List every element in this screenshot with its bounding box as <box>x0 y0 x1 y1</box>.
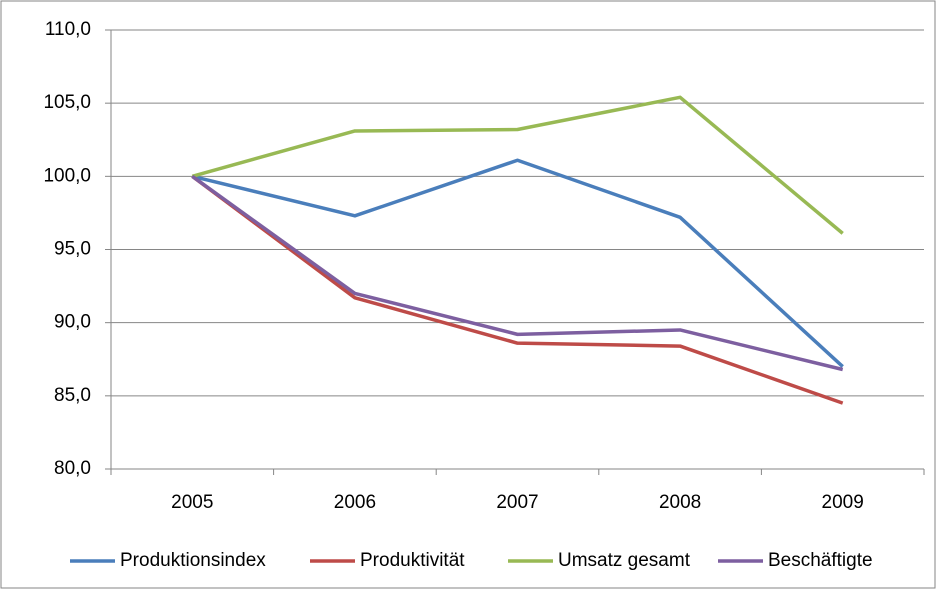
series-line <box>191 174 844 405</box>
y-tick-label: 100,0 <box>43 165 91 186</box>
series-line <box>191 174 844 372</box>
y-tick-label: 105,0 <box>43 92 91 113</box>
legend-label: Produktionsindex <box>120 550 266 571</box>
y-tick-label: 95,0 <box>54 239 91 260</box>
y-tick-label: 80,0 <box>54 458 91 479</box>
legend-label: Beschäftigte <box>768 550 873 571</box>
legend-label: Produktivität <box>360 550 465 571</box>
x-tick-label: 2007 <box>496 492 538 513</box>
series-line <box>191 158 844 368</box>
series-line <box>191 95 844 235</box>
x-tick-label: 2005 <box>171 492 213 513</box>
x-tick-label: 2006 <box>334 492 376 513</box>
y-tick-label: 90,0 <box>54 312 91 333</box>
y-tick-label: 110,0 <box>45 19 91 40</box>
x-tick-label: 2008 <box>659 492 701 513</box>
legend-label: Umsatz gesamt <box>558 550 691 571</box>
x-tick-label: 2009 <box>822 492 864 513</box>
y-tick-label: 85,0 <box>54 385 91 406</box>
